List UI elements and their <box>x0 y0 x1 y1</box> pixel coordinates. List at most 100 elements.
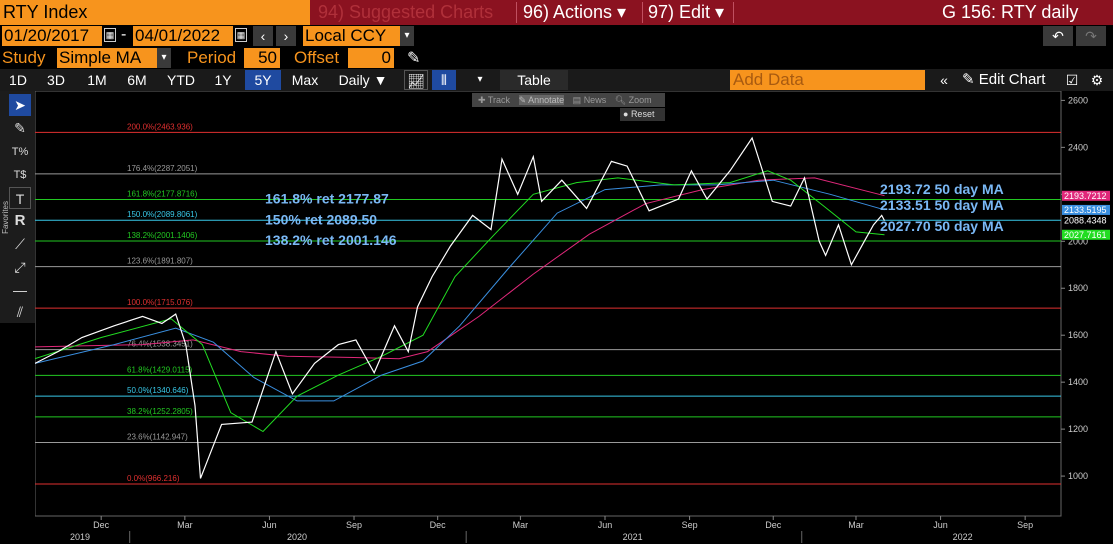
fib-level-label: 0.0%(966.216) <box>127 474 180 483</box>
y-axis-label: 2400 <box>1068 142 1088 152</box>
period-ytd[interactable]: YTD <box>167 72 195 88</box>
last-value-label: 2088.4348 <box>1064 216 1107 226</box>
plot-area <box>35 91 1062 517</box>
last-value-label: 2133.5195 <box>1064 205 1107 215</box>
retracement-annotation: 150% ret 2089.50 <box>265 211 377 227</box>
retracement-annotation: 161.8% ret 2177.87 <box>265 191 389 207</box>
chevron-down-icon[interactable]: ▾ <box>400 26 414 46</box>
calendar-icon[interactable]: ▦ <box>104 28 116 42</box>
offset-field[interactable]: 0 <box>348 48 394 68</box>
horizontal-line-icon[interactable]: — <box>13 282 27 298</box>
drawing-toolbar: Favorites ➤ ✎ T% T$ T R ⟋ ⤢ — ⫽ <box>0 91 35 323</box>
period-1y[interactable]: 1Y <box>214 72 232 88</box>
news-button[interactable]: ▤ News <box>572 95 607 105</box>
x-axis-label: Mar <box>177 520 193 530</box>
add-data-input[interactable]: Add Data <box>730 70 925 90</box>
collapse-icon[interactable]: « <box>940 72 948 88</box>
x-axis-label: Jun <box>262 520 277 530</box>
period-5y[interactable]: 5Y <box>245 70 281 90</box>
x-axis-label: Sep <box>346 520 362 530</box>
last-value-tag <box>1062 190 1110 201</box>
year-label: 2020 <box>287 532 307 542</box>
channel-icon[interactable]: ⫽ <box>16 304 24 320</box>
x-axis-label: Dec <box>93 520 110 530</box>
percent-tool-icon[interactable]: T% <box>11 146 29 158</box>
year-label: 2022 <box>953 532 973 542</box>
text-tool-icon[interactable]: T <box>9 187 31 209</box>
bar-chart-icon[interactable]: ⫴ <box>432 70 456 90</box>
pointer-icon[interactable]: ➤ <box>9 94 31 116</box>
track-button[interactable]: ✚ Track <box>478 95 511 105</box>
period-3d[interactable]: 3D <box>47 72 65 88</box>
currency-select[interactable]: Local CCY <box>303 26 400 46</box>
chevron-down-icon[interactable]: ▾ <box>157 48 171 68</box>
undo-icon[interactable]: ↶ <box>1043 26 1073 46</box>
fib-level-label: 161.8%(2177.8716) <box>127 190 198 199</box>
fib-level-label: 100.0%(1715.076) <box>127 298 193 307</box>
function-title: G 156: RTY daily <box>942 2 1079 22</box>
x-axis-label: Sep <box>1017 520 1033 530</box>
start-date-field[interactable]: 01/20/2017 <box>2 26 102 46</box>
period-field[interactable]: 50 <box>244 48 280 68</box>
year-label: 2021 <box>623 532 643 542</box>
zoom-button[interactable]: 🔍︎ Zoom <box>614 95 652 105</box>
ma-annotation: 2193.72 50 day MA <box>880 181 1004 197</box>
retracement-annotation: 138.2% ret 2001.146 <box>265 232 397 248</box>
period-1m[interactable]: 1M <box>87 72 107 88</box>
offset-label: Offset <box>294 48 340 67</box>
fib-level-label: 123.6%(1891.807) <box>127 257 193 266</box>
chart-canvas: 200.0%(2463.936) 176.4%(2287.2051) 161.8%(… <box>35 91 1110 543</box>
ray-line-icon[interactable]: ⤢ <box>14 259 26 275</box>
period-6m[interactable]: 6M <box>127 72 147 88</box>
last-value-tag <box>1062 229 1110 240</box>
y-axis-label: 1000 <box>1068 471 1088 481</box>
period-1d[interactable]: 1D <box>9 72 27 88</box>
end-date-field[interactable]: 04/01/2022 <box>133 26 233 46</box>
reset-button[interactable]: ● Reset <box>620 108 665 121</box>
fib-level-label: 138.2%(2001.1406) <box>127 231 198 240</box>
pencil-icon[interactable]: ✎ <box>14 120 26 136</box>
x-axis-label: Sep <box>682 520 698 530</box>
redo-icon[interactable]: ↷ <box>1076 26 1106 46</box>
annotate-button[interactable]: ✎ Annotate <box>518 95 565 105</box>
trendline-icon[interactable]: ⟋ <box>15 236 25 252</box>
study-row: Study Simple MA ▾ Period 50 Offset 0 ✎ <box>0 47 1113 69</box>
fib-level-label: 200.0%(2463.936) <box>127 122 193 131</box>
chevron-left-icon[interactable]: ‹ <box>253 26 273 46</box>
last-value-tag <box>1062 215 1110 226</box>
fib-level-label: 23.6%(1142.947) <box>127 433 188 442</box>
fib-level-label: 38.2%(1252.2805) <box>127 407 193 416</box>
frequency-select[interactable]: Daily ▼ <box>338 72 388 88</box>
date-dash: - <box>121 26 127 43</box>
dollar-tool-icon[interactable]: T$ <box>13 169 27 181</box>
table-button[interactable]: Table <box>500 70 568 90</box>
title-bar: RTY Index 94) Suggested Charts 96) Actio… <box>0 0 1113 25</box>
fib-level-label: 176.4%(2287.2051) <box>127 164 198 173</box>
period-max[interactable]: Max <box>291 72 319 88</box>
chevron-right-icon[interactable]: › <box>276 26 296 46</box>
study-select[interactable]: Simple MA <box>57 48 157 68</box>
period-label: Period <box>187 48 237 67</box>
fib-level-label: 150.0%(2089.8061) <box>127 210 198 219</box>
ma-annotation: 2027.70 50 day MA <box>880 218 1004 234</box>
pencil-icon[interactable]: ✎ <box>407 50 421 67</box>
chart-settings-icon[interactable]: ☑ <box>1065 72 1079 88</box>
line-chart-icon[interactable]: 📈︎ <box>404 70 428 90</box>
retracement-tool-icon[interactable]: R <box>14 212 26 229</box>
actions-menu[interactable]: 96) Actions ▾ <box>523 2 627 22</box>
gear-icon[interactable]: ⚙ <box>1090 72 1104 88</box>
chevron-down-icon[interactable]: ▾ <box>477 74 483 85</box>
price-chart[interactable]: 200.0%(2463.936) 176.4%(2287.2051) 161.8%(… <box>35 91 1110 543</box>
ma50-series-line <box>35 170 885 433</box>
y-axis-label: 1600 <box>1068 330 1088 340</box>
security-field[interactable]: RTY Index <box>0 0 310 25</box>
edit-menu[interactable]: 97) Edit ▾ <box>648 2 725 22</box>
fib-level-label: 76.4%(1538.3451) <box>127 340 193 349</box>
x-axis-label: Mar <box>848 520 864 530</box>
edit-chart-button[interactable]: ✎ Edit Chart <box>962 70 1054 90</box>
study-label: Study <box>2 48 46 67</box>
calendar-icon[interactable]: ▦ <box>235 28 247 42</box>
suggested-charts-menu[interactable]: 94) Suggested Charts <box>318 2 494 22</box>
chart-toolbar: 1D 3D 1M 6M YTD 1Y 5Y Max Daily ▼ 📈︎ ⫴ ▾… <box>0 69 1113 91</box>
last-value-label: 2027.7161 <box>1064 230 1107 240</box>
